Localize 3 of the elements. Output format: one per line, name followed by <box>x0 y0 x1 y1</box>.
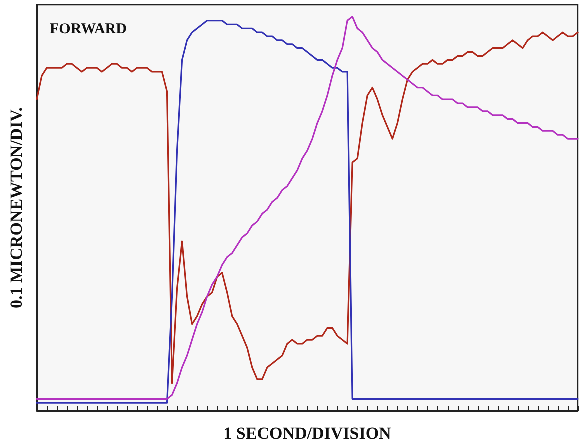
x-axis-title: 1 SECOND/DIVISION <box>224 424 392 443</box>
annotation: FORWARD <box>50 22 128 38</box>
y-axis-title: 0.1 MICRONEWTON/DIV. <box>7 107 26 309</box>
